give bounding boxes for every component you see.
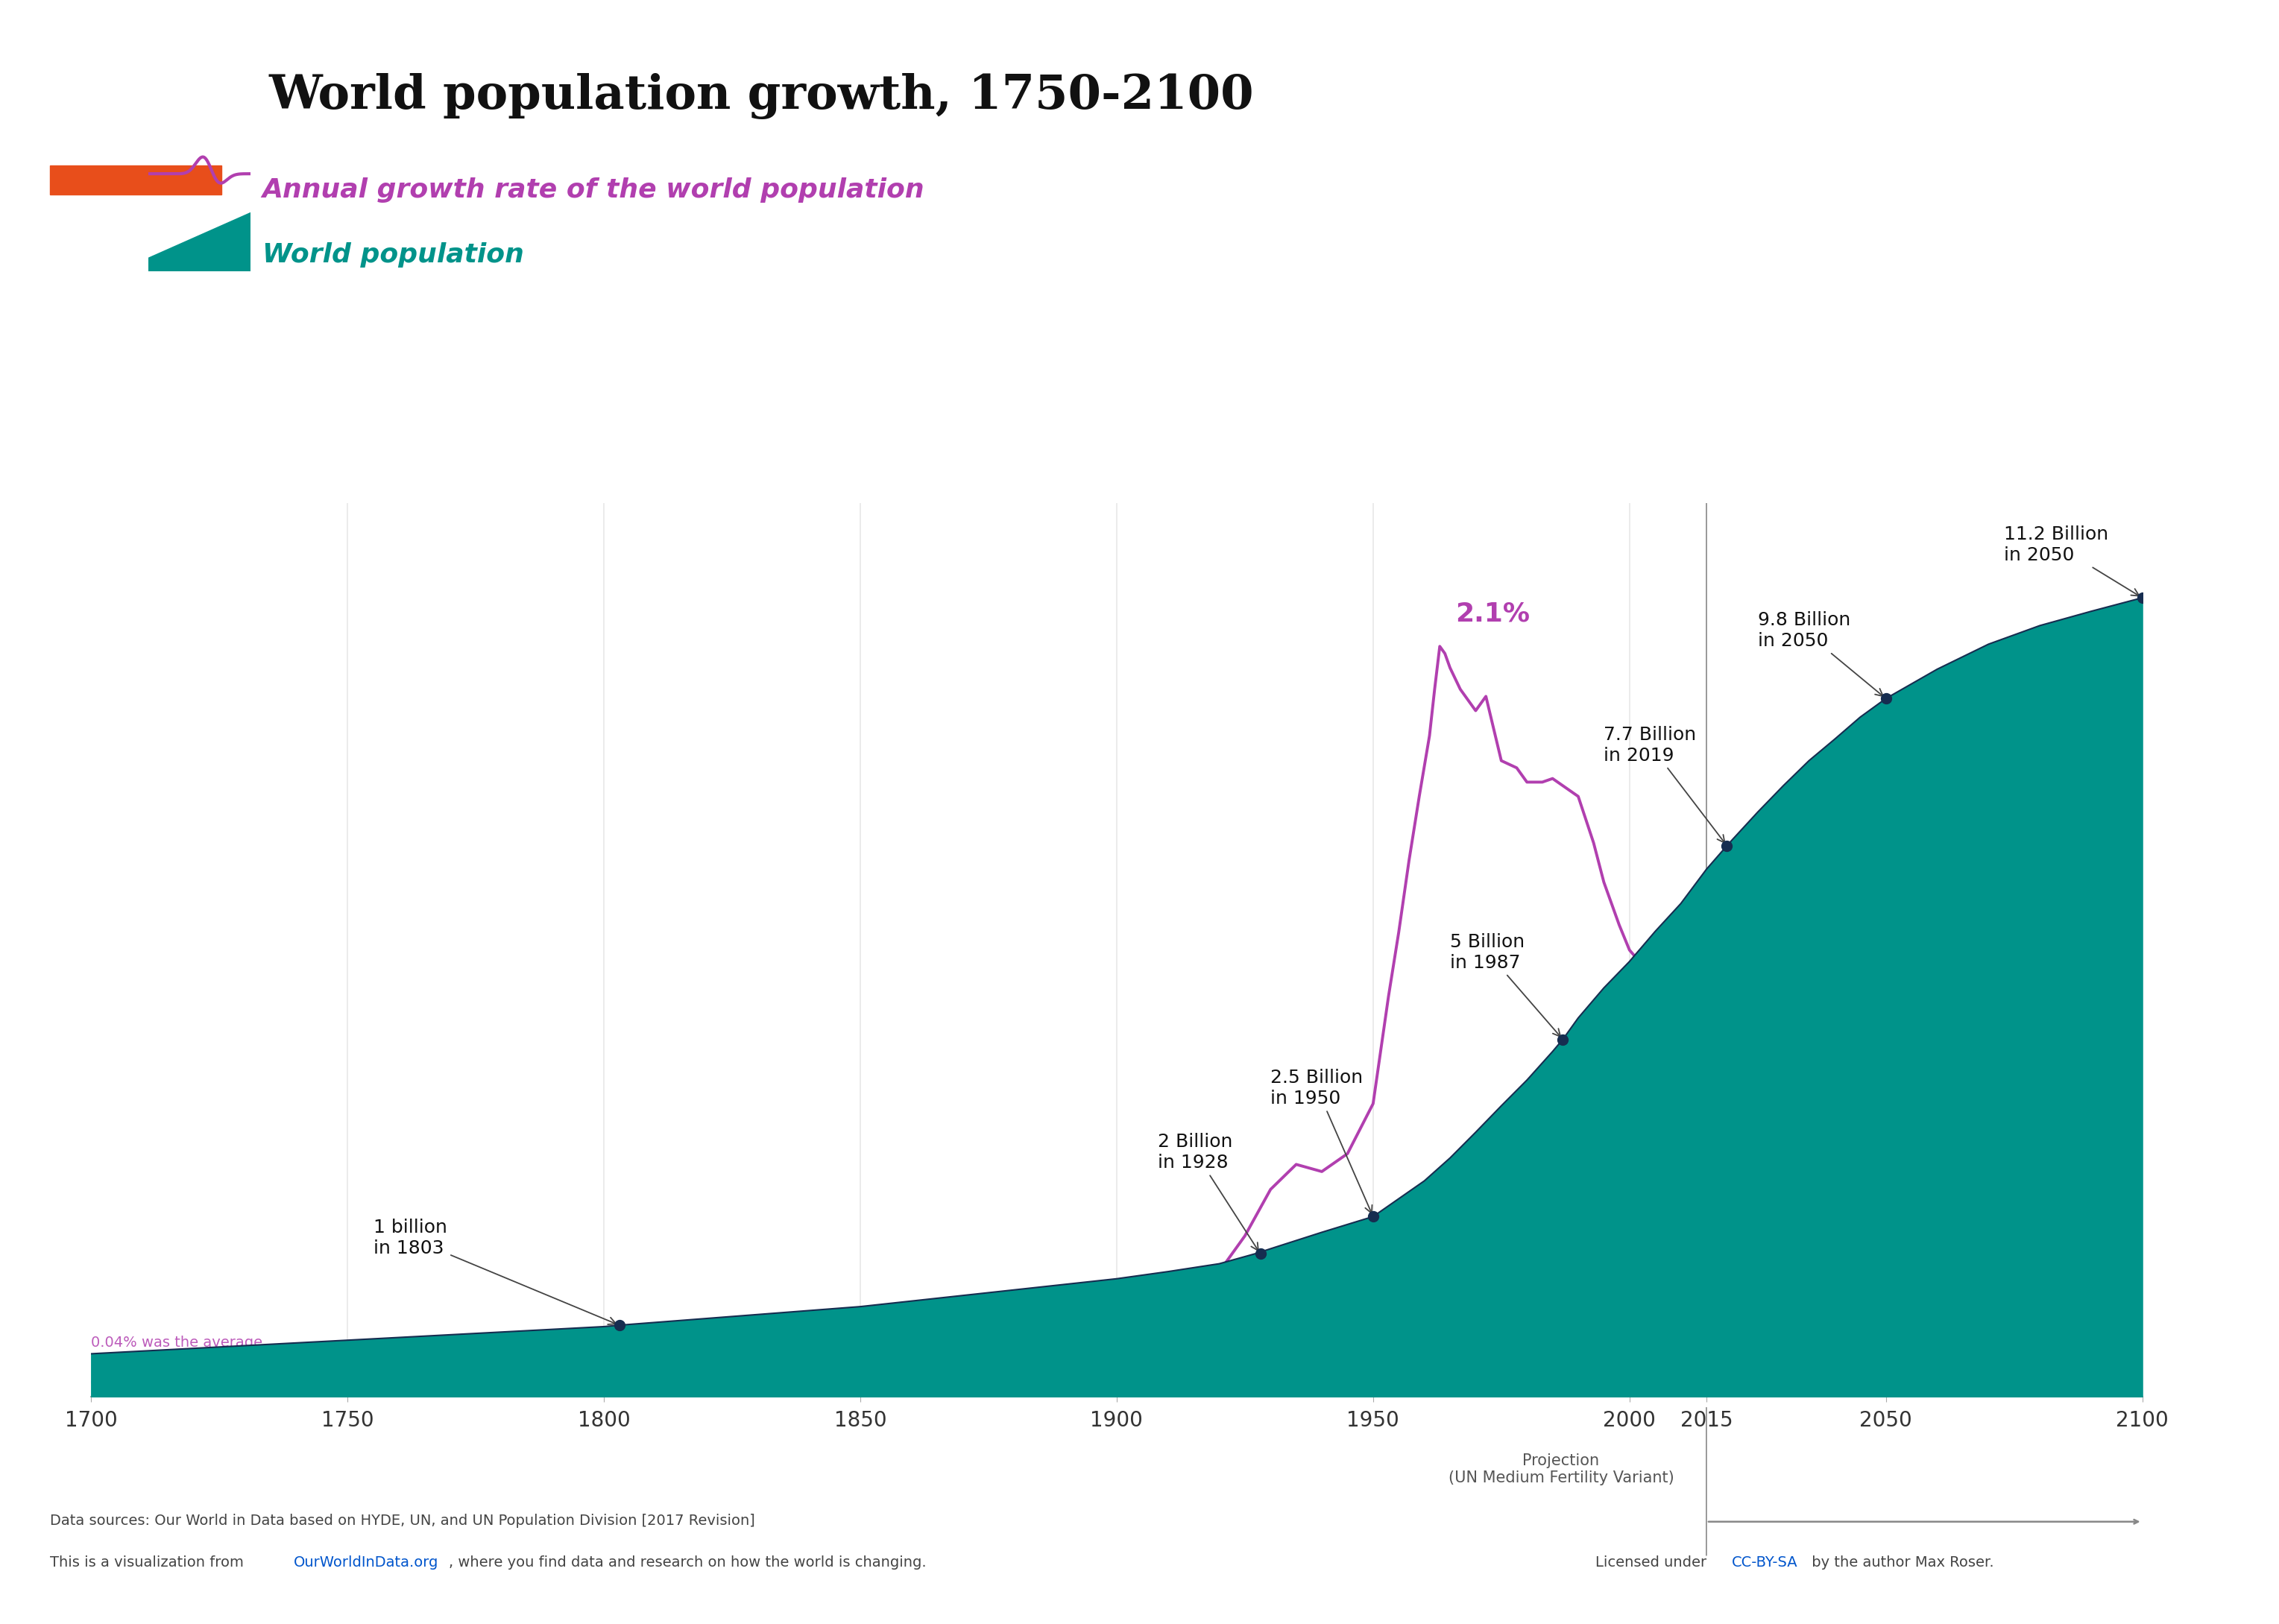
Text: Annual growth rate of the world population: Annual growth rate of the world populati… — [262, 177, 925, 203]
Text: CC-BY-SA: CC-BY-SA — [1732, 1556, 1798, 1570]
Text: 11.2 Billion
in 2050: 11.2 Billion in 2050 — [2003, 526, 2140, 596]
Bar — [50, 166, 221, 195]
Text: 2 Billion
in 1928: 2 Billion in 1928 — [1158, 1134, 1258, 1250]
Text: 2.1%: 2.1% — [1456, 601, 1529, 627]
Text: Data sources: Our World in Data based on HYDE, UN, and UN Population Division [2: Data sources: Our World in Data based on… — [50, 1514, 754, 1528]
Text: World population growth, 1750-2100: World population growth, 1750-2100 — [269, 73, 1253, 119]
Text: Licensed under: Licensed under — [1595, 1556, 1712, 1570]
Text: This is a visualization from: This is a visualization from — [50, 1556, 248, 1570]
Text: , where you find data and research on how the world is changing.: , where you find data and research on ho… — [449, 1556, 928, 1570]
Text: 5 Billion
in 1987: 5 Billion in 1987 — [1449, 934, 1561, 1036]
Text: 1 billion
in 1803: 1 billion in 1803 — [374, 1220, 615, 1325]
Text: World population: World population — [262, 242, 524, 268]
Text: 2.5 Billion
in 1950: 2.5 Billion in 1950 — [1272, 1069, 1372, 1213]
Text: OurWorldInData.org: OurWorldInData.org — [294, 1556, 440, 1570]
Text: by the author Max Roser.: by the author Max Roser. — [1807, 1556, 1994, 1570]
Text: Our World
in Data: Our World in Data — [89, 81, 182, 114]
Text: 0.04% was the average
population growth rate
between 10,000 BCE
and 1700: 0.04% was the average population growth … — [91, 1337, 262, 1400]
Polygon shape — [148, 213, 251, 271]
Text: 9.8 Billion
in 2050: 9.8 Billion in 2050 — [1757, 612, 1882, 697]
Text: 0.1%: 0.1% — [2015, 1330, 2076, 1351]
Text: Projection
(UN Medium Fertility Variant): Projection (UN Medium Fertility Variant) — [1447, 1453, 1675, 1486]
Text: 7.7 Billion
in 2019: 7.7 Billion in 2019 — [1604, 726, 1725, 843]
